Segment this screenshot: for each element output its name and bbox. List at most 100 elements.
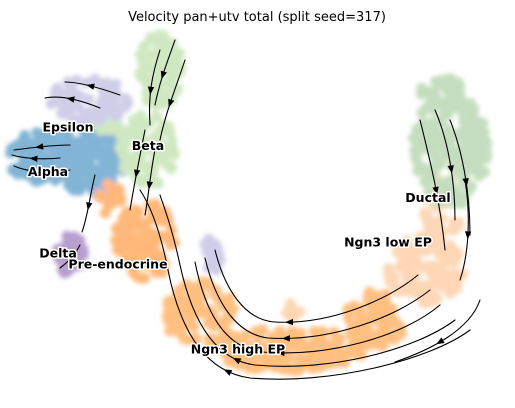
- cell-point: [284, 298, 296, 310]
- cell-point: [374, 299, 386, 311]
- streamline: [419, 119, 446, 251]
- cell-point: [421, 260, 433, 272]
- cell-point: [134, 67, 146, 79]
- streamline-arrow: [66, 96, 75, 103]
- cell-point: [88, 74, 100, 86]
- cell-point: [471, 158, 482, 170]
- cell-point: [429, 115, 441, 127]
- cell-point: [240, 329, 252, 341]
- cell-point: [411, 128, 423, 140]
- cell-point: [90, 149, 101, 161]
- streamline-arrow: [447, 165, 454, 174]
- cell-point: [86, 137, 98, 149]
- cell-point: [74, 234, 86, 246]
- cluster-label-beta: Beta: [132, 138, 164, 153]
- cell-point: [40, 171, 52, 183]
- streamline: [139, 189, 471, 380]
- cell-point: [460, 117, 471, 129]
- cell-point: [164, 79, 176, 90]
- cell-point: [407, 243, 419, 255]
- cluster-labels: Alpha Beta Delta Epsilon Pre-endocrine Ngn3 h…: [26, 118, 452, 358]
- cell-point: [355, 332, 367, 344]
- cell-point: [421, 242, 433, 253]
- cell-point: [150, 267, 162, 279]
- cell-point: [449, 184, 461, 196]
- cell-point: [455, 95, 467, 107]
- streamline: [214, 249, 419, 323]
- cell-point: [285, 312, 297, 323]
- cell-point: [376, 329, 388, 341]
- cell-point: [34, 132, 46, 144]
- cell-point: [196, 276, 208, 288]
- cell-point: [455, 131, 467, 143]
- cell-point: [165, 67, 177, 79]
- cell-point: [478, 127, 490, 139]
- cell-point: [285, 364, 297, 376]
- cluster-points-ngn3-low-ep: [383, 231, 469, 309]
- cell-point: [81, 178, 92, 190]
- cell-point: [457, 268, 469, 280]
- cell-point: [441, 73, 453, 85]
- cell-point: [477, 118, 489, 129]
- cell-point: [178, 333, 190, 345]
- cell-point: [83, 93, 95, 105]
- cell-point: [119, 139, 131, 151]
- cell-point: [136, 177, 148, 189]
- cell-point: [443, 98, 455, 110]
- streamline: [434, 109, 456, 221]
- cell-point: [438, 151, 450, 163]
- streamline: [194, 261, 441, 354]
- cell-point: [111, 223, 122, 235]
- cell-point: [429, 123, 441, 135]
- cell-point: [165, 148, 177, 160]
- cell-point: [6, 143, 17, 155]
- cluster-label-ductal: Ductal: [405, 190, 450, 205]
- cell-point: [309, 325, 320, 337]
- cell-point: [130, 209, 142, 221]
- cell-point: [219, 299, 231, 311]
- cell-point: [128, 114, 139, 126]
- streamline-arrow: [462, 177, 469, 187]
- cell-point: [142, 253, 154, 265]
- cell-point: [412, 165, 424, 177]
- cell-point: [150, 110, 162, 122]
- cell-point: [63, 179, 75, 191]
- cell-point: [422, 216, 434, 228]
- cell-point: [138, 42, 150, 54]
- cell-point: [466, 181, 477, 192]
- cell-point: [313, 361, 325, 373]
- cell-point: [468, 123, 479, 135]
- cell-point: [19, 130, 31, 141]
- streamline: [159, 194, 456, 367]
- cell-point: [207, 239, 219, 251]
- cell-point: [49, 174, 61, 186]
- cell-point: [154, 58, 166, 70]
- cell-point: [293, 352, 305, 364]
- cell-point: [61, 230, 73, 242]
- cell-point: [247, 352, 259, 364]
- cell-point: [95, 192, 106, 204]
- cell-point: [79, 144, 91, 156]
- cell-point: [115, 127, 127, 139]
- streamline: [154, 39, 176, 106]
- cell-point: [143, 53, 155, 65]
- cluster-points-epsilon: [45, 73, 134, 127]
- cell-point: [442, 123, 454, 135]
- cell-point: [467, 109, 479, 121]
- cell-point: [437, 280, 449, 292]
- streamline-arrow: [86, 201, 93, 211]
- cluster-points-ductal: [407, 89, 493, 210]
- cluster-label-epsilon: Epsilon: [43, 120, 94, 135]
- cell-point: [157, 148, 169, 160]
- cell-point: [436, 178, 448, 190]
- cluster-points-pre-endocrine: [110, 198, 180, 284]
- cell-point: [158, 205, 170, 217]
- cell-point: [363, 286, 375, 298]
- cell-point: [165, 161, 177, 173]
- velocity-streamlines: [11, 39, 481, 380]
- cell-point: [453, 217, 465, 229]
- cell-point: [120, 232, 131, 244]
- cell-point: [266, 348, 277, 360]
- cell-point: [44, 130, 56, 142]
- cell-point: [173, 67, 185, 79]
